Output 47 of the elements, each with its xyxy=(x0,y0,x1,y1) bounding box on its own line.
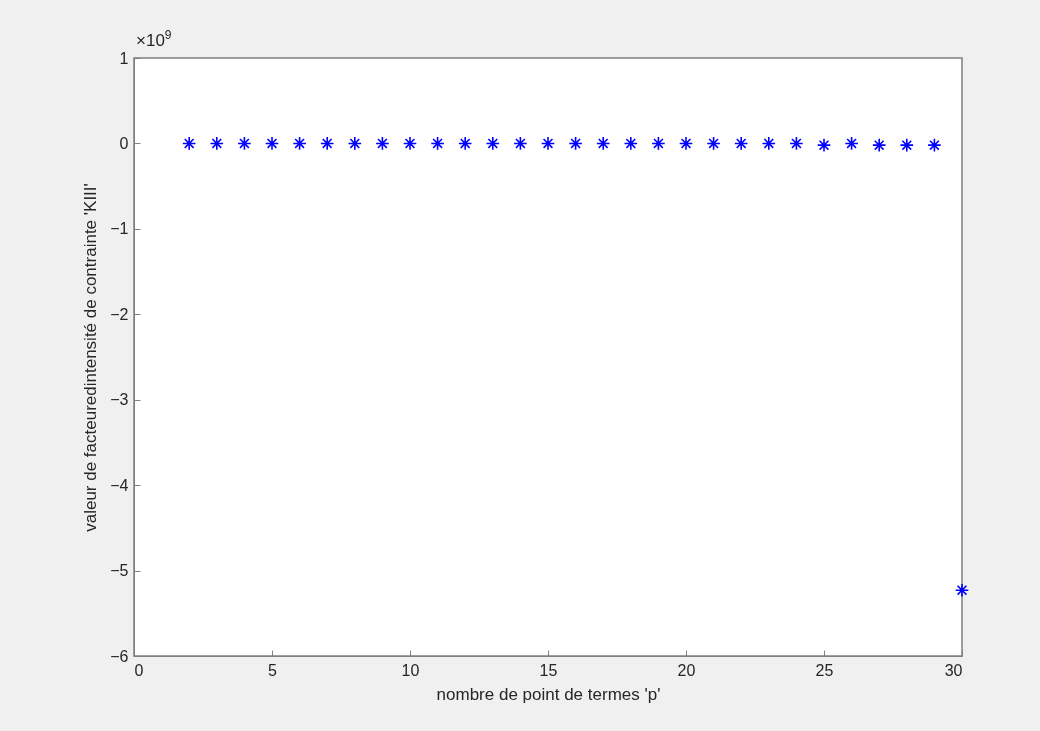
y-axis-title: valeur de facteuredintensité de contrainte 'KIII' xyxy=(81,183,101,532)
point xyxy=(485,136,500,151)
point xyxy=(375,136,390,151)
point xyxy=(872,138,887,153)
point xyxy=(761,136,776,151)
y-tick-label: −5 xyxy=(110,562,129,580)
point xyxy=(264,136,280,151)
y-tick-label: 0 xyxy=(119,134,129,152)
point xyxy=(927,138,942,153)
point xyxy=(209,136,224,151)
x-tick-label: 5 xyxy=(268,661,278,679)
point xyxy=(678,136,694,151)
x-axis-title: nombre de point de termes 'p' xyxy=(436,684,661,704)
point xyxy=(182,136,197,151)
point xyxy=(237,136,252,151)
point xyxy=(954,583,970,598)
x-tick-label: 15 xyxy=(539,661,558,679)
point xyxy=(816,138,832,153)
point xyxy=(540,136,556,151)
x-tick-label: 0 xyxy=(134,661,144,679)
point xyxy=(402,136,418,151)
point xyxy=(513,136,528,151)
x-tick-label: 25 xyxy=(815,661,834,679)
point xyxy=(734,136,749,151)
axis-exponent: ×10$^{9}$ xyxy=(136,28,172,51)
point xyxy=(651,136,666,151)
point xyxy=(596,136,611,151)
x-tick-label: 20 xyxy=(677,661,696,679)
point xyxy=(899,138,914,153)
point xyxy=(844,136,859,151)
y-tick-label: −1 xyxy=(110,220,129,238)
y-tick-label: −2 xyxy=(110,305,129,323)
x-tick-label: 30 xyxy=(944,661,963,679)
point xyxy=(623,136,638,151)
y-tick-label: −6 xyxy=(110,647,129,665)
y-tick-label: 1 xyxy=(119,49,129,67)
point xyxy=(706,136,721,151)
y-tick-label: −3 xyxy=(110,391,129,409)
point xyxy=(568,136,583,151)
y-tick-label: −4 xyxy=(110,476,129,494)
point xyxy=(320,136,335,151)
point xyxy=(458,136,473,151)
point xyxy=(347,136,362,151)
point xyxy=(430,136,445,151)
point xyxy=(789,136,804,151)
x-tick-label: 10 xyxy=(401,661,420,679)
point xyxy=(292,136,307,151)
